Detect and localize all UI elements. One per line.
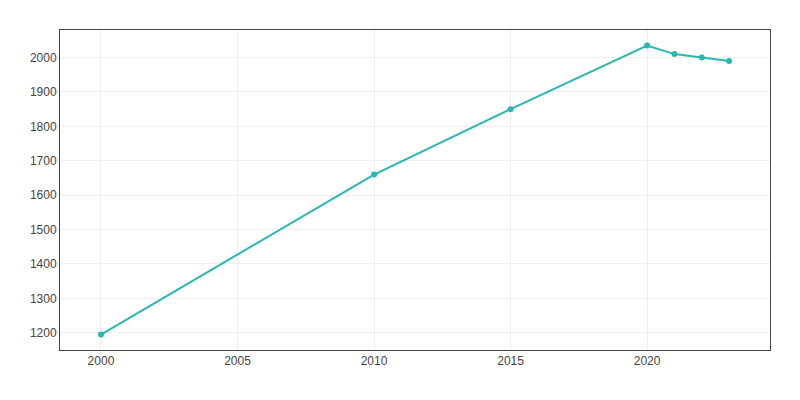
svg-text:2005: 2005	[224, 354, 251, 368]
svg-text:2010: 2010	[361, 354, 388, 368]
svg-text:1400: 1400	[30, 257, 57, 271]
svg-text:1200: 1200	[30, 326, 57, 340]
svg-text:2020: 2020	[634, 354, 661, 368]
svg-text:1600: 1600	[30, 188, 57, 202]
svg-text:2015: 2015	[497, 354, 524, 368]
svg-text:1700: 1700	[30, 154, 57, 168]
svg-text:2000: 2000	[88, 354, 115, 368]
svg-text:2000: 2000	[30, 51, 57, 65]
svg-text:1800: 1800	[30, 120, 57, 134]
svg-text:1300: 1300	[30, 292, 57, 306]
svg-text:1500: 1500	[30, 223, 57, 237]
svg-text:1900: 1900	[30, 85, 57, 99]
